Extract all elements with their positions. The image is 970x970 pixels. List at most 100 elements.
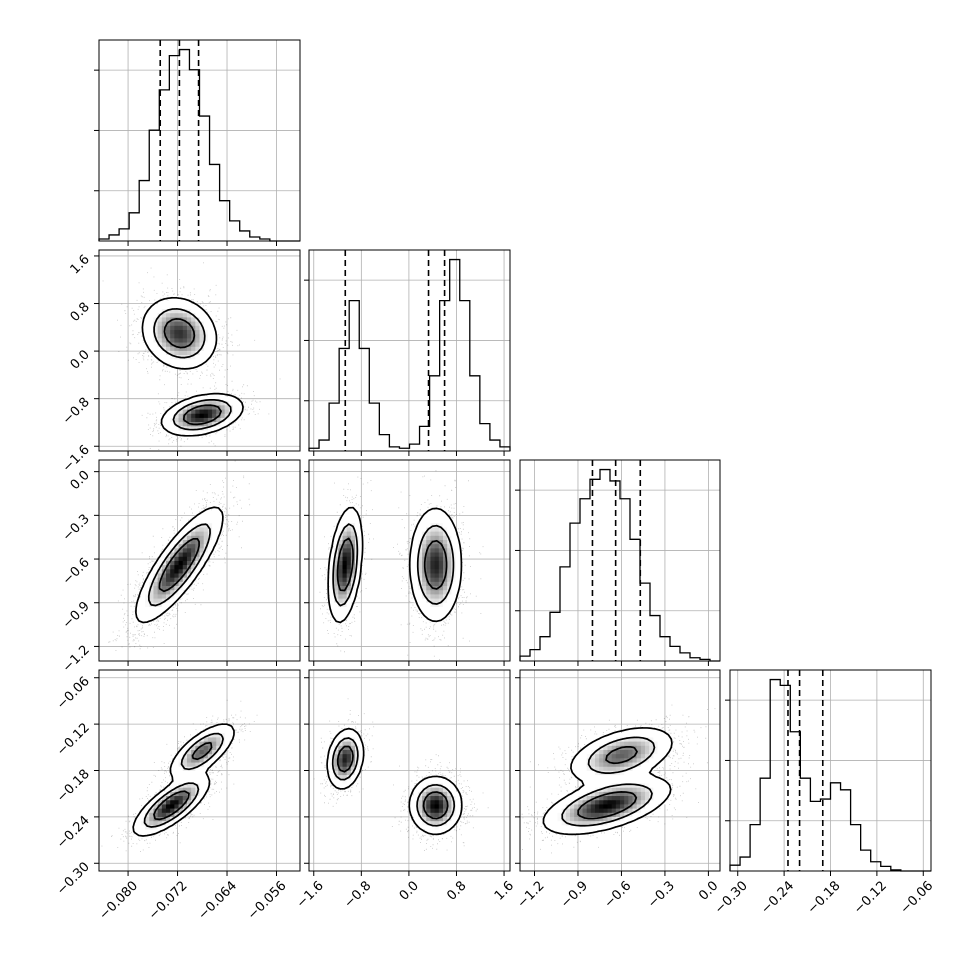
density-cell — [203, 728, 209, 734]
density-cell — [149, 799, 154, 805]
density-cell — [161, 791, 167, 797]
density-cell — [157, 560, 163, 566]
density-cell — [203, 753, 209, 759]
density-cell — [153, 581, 159, 587]
density-cell — [661, 745, 667, 750]
density-cell — [553, 820, 558, 826]
density-cell — [342, 556, 348, 561]
density-cell — [447, 602, 452, 607]
density-cell — [603, 795, 608, 801]
density-cell — [413, 589, 419, 595]
density-cell — [570, 816, 575, 822]
density-cell — [334, 778, 339, 784]
density-cell — [157, 308, 163, 314]
density-cell — [624, 770, 629, 776]
density-cell — [186, 522, 192, 528]
density-cell — [136, 610, 142, 616]
density-cell — [203, 396, 209, 402]
density-cell — [582, 778, 588, 784]
density-cell — [178, 749, 184, 755]
density-cell — [430, 614, 436, 620]
density-cell — [447, 804, 452, 809]
density-cell — [640, 774, 646, 780]
density-cell — [434, 531, 440, 536]
density-cell — [590, 829, 596, 834]
density-cell — [578, 757, 583, 763]
density-cell — [355, 514, 360, 520]
y-tick-label: −0.8 — [60, 395, 93, 428]
density-cell — [611, 749, 617, 755]
density-cell — [329, 547, 335, 553]
density-cell — [199, 317, 205, 322]
density-cell — [409, 556, 415, 561]
density-cell — [195, 409, 200, 414]
density-cell — [574, 804, 579, 809]
density-cell — [447, 598, 452, 603]
density-cell — [443, 560, 448, 566]
density-cell — [203, 400, 209, 406]
density-cell — [157, 799, 163, 805]
density-cell — [574, 770, 579, 776]
density-cell — [620, 766, 625, 771]
density-cell — [434, 799, 440, 805]
density-cell — [178, 329, 184, 335]
density-cell — [207, 325, 213, 330]
density-cell — [455, 808, 461, 813]
density-cell — [195, 337, 200, 343]
density-cell — [595, 757, 600, 763]
x-tick-label: −0.06 — [898, 878, 937, 917]
density-cell — [434, 510, 440, 515]
density-cell — [438, 573, 444, 578]
density-cell — [346, 606, 352, 612]
density-cell — [182, 363, 188, 368]
density-cell — [191, 321, 196, 326]
density-cell — [553, 829, 558, 834]
density-cell — [607, 799, 613, 805]
density-cell — [355, 518, 360, 524]
density-cell — [216, 392, 221, 397]
density-cell — [434, 610, 440, 616]
density-cell — [417, 795, 423, 801]
density-cell — [174, 404, 179, 410]
density-cell — [346, 770, 352, 776]
density-cell — [649, 774, 654, 780]
density-cell — [611, 753, 617, 759]
density-cell — [586, 820, 592, 826]
density-cell — [191, 304, 196, 310]
density-cell — [199, 753, 205, 759]
density-cell — [178, 547, 184, 553]
density-cell — [149, 606, 154, 612]
density-cell — [430, 573, 436, 578]
density-cell — [195, 556, 200, 561]
density-cell — [636, 787, 642, 792]
density-cell — [438, 527, 444, 532]
density-cell — [590, 795, 596, 801]
density-cell — [178, 543, 184, 549]
density-cell — [212, 522, 217, 528]
density-cell — [149, 329, 154, 335]
density-cell — [607, 757, 613, 763]
density-cell — [203, 774, 209, 780]
density-cell — [342, 589, 348, 595]
density-cell — [182, 421, 188, 427]
density-cell — [443, 808, 448, 813]
density-cell — [355, 577, 360, 582]
panel-content — [309, 670, 510, 871]
density-cell — [636, 737, 642, 742]
density-cell — [195, 795, 200, 801]
density-cell — [216, 417, 221, 423]
density-cell — [186, 799, 192, 805]
density-cell — [334, 539, 339, 545]
density-cell — [438, 518, 444, 524]
density-cell — [149, 308, 154, 314]
density-cell — [166, 409, 171, 414]
density-cell — [603, 774, 608, 780]
density-cell — [153, 564, 159, 570]
density-cell — [203, 535, 209, 540]
density-cell — [203, 531, 209, 536]
density-cell — [191, 560, 196, 566]
contour-level-0 — [327, 506, 463, 624]
density-cell — [338, 527, 343, 532]
density-cell — [191, 333, 196, 339]
density-cell — [334, 741, 339, 746]
